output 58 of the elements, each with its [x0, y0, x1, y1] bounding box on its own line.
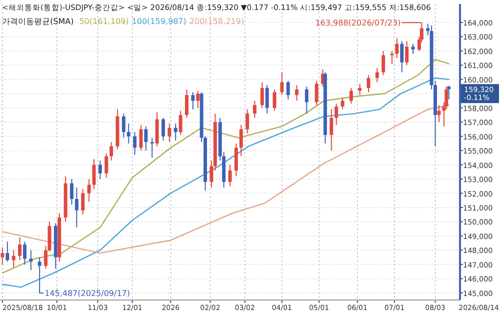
candlestick [272, 88, 276, 112]
legend-title: 가격이동평균(SMA) [2, 17, 76, 26]
text: 200(158,219) [189, 17, 244, 26]
candlestick [122, 113, 126, 138]
candlestick [358, 83, 362, 96]
candlestick [405, 40, 409, 66]
candlestick [196, 90, 200, 108]
candlestick [18, 236, 22, 261]
candlestick [260, 82, 264, 108]
candlestick [340, 97, 344, 110]
candlestick [144, 126, 148, 152]
candlestick [382, 50, 386, 76]
candlestick [12, 250, 16, 268]
candlestick [437, 104, 441, 123]
candlestick [22, 241, 26, 265]
candlestick [150, 137, 154, 158]
candlestick [234, 142, 238, 177]
text: 100(159,987) [132, 17, 186, 26]
candlestick [98, 160, 102, 180]
candlestick [246, 108, 250, 134]
candlestick [6, 241, 10, 262]
candlestick [110, 142, 114, 162]
candlestick [349, 87, 353, 104]
candlestick [81, 188, 85, 216]
annotation: 145,487(2025/09/17) [44, 288, 130, 298]
candlestick [400, 40, 404, 73]
candlestick [87, 178, 91, 202]
candlestick [126, 123, 130, 144]
candlestick [133, 132, 137, 156]
candlestick [70, 178, 74, 206]
candlestick [447, 85, 451, 100]
candlestick [29, 250, 33, 271]
candlestick [174, 123, 178, 142]
candlestick [395, 38, 399, 59]
candlestick [286, 80, 290, 100]
candlestick [330, 108, 334, 152]
candlestick [178, 110, 182, 136]
candlestick [104, 152, 108, 178]
candlestick [252, 100, 256, 118]
candlestick [280, 72, 284, 96]
candlestick [0, 246, 4, 265]
candlestick [295, 84, 299, 102]
candlestick [168, 123, 172, 143]
candlestick [74, 187, 78, 228]
candlestick [375, 68, 379, 83]
candlestick [92, 158, 96, 190]
candlestick [191, 92, 195, 110]
candlestick [265, 84, 269, 114]
candlestick [304, 86, 308, 114]
candlestick [139, 124, 143, 152]
candlestick [184, 88, 188, 118]
candlestick [161, 117, 165, 142]
annotation: 163,988(2026/07/23) [315, 18, 401, 28]
text: 50(161,109) [79, 17, 129, 26]
candlestick [239, 124, 243, 157]
candlestick [411, 43, 415, 54]
candlestick [314, 80, 318, 106]
candlestick [334, 103, 338, 126]
